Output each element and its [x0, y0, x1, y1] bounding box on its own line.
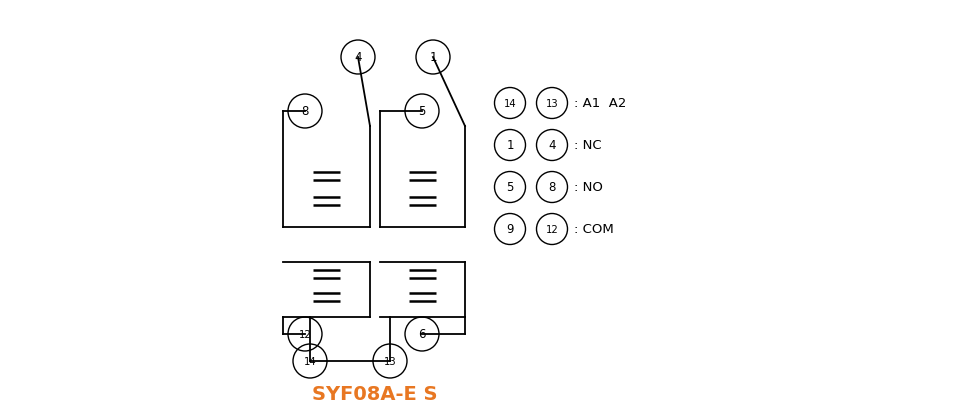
Text: 14: 14 [304, 356, 316, 366]
Text: 12: 12 [546, 224, 559, 235]
Text: : NC: : NC [574, 139, 602, 152]
Text: 13: 13 [384, 356, 397, 366]
Text: 4: 4 [548, 139, 556, 152]
Text: 8: 8 [302, 105, 308, 118]
Text: 5: 5 [507, 181, 513, 194]
Text: 4: 4 [354, 51, 362, 64]
Text: 12: 12 [299, 329, 311, 339]
Text: : COM: : COM [574, 223, 614, 236]
Text: 8: 8 [548, 181, 556, 194]
Text: : A1  A2: : A1 A2 [574, 97, 627, 110]
Text: 1: 1 [506, 139, 513, 152]
Text: SYF08A-E S: SYF08A-E S [312, 385, 438, 404]
Text: 1: 1 [429, 51, 437, 64]
Text: : NO: : NO [574, 181, 603, 194]
Text: 6: 6 [419, 328, 425, 341]
Text: 9: 9 [506, 223, 513, 236]
Text: 5: 5 [419, 105, 425, 118]
Text: 13: 13 [546, 99, 559, 109]
Text: 14: 14 [504, 99, 516, 109]
